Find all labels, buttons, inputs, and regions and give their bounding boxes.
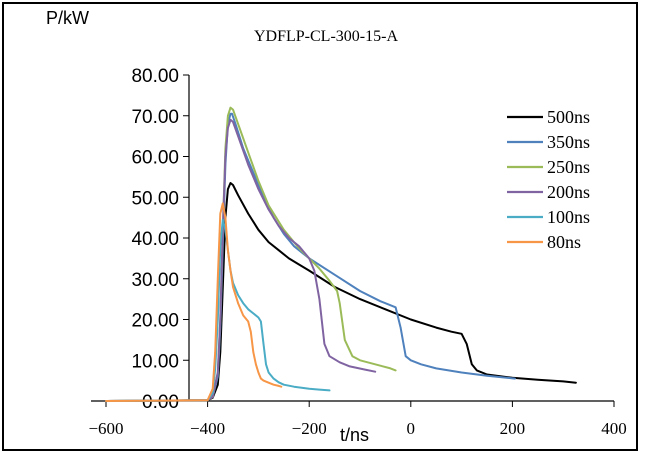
axes: −600 −400 −200 0 200 400 0.00 10.00 20.00 30.00 40… bbox=[88, 66, 626, 438]
x-tick-label: 200 bbox=[500, 419, 526, 438]
legend-label-500ns: 500ns bbox=[547, 107, 590, 127]
legend-label-350ns: 350ns bbox=[547, 132, 590, 152]
y-tick-label: 80.00 bbox=[131, 66, 179, 87]
x-tick-label: 0 bbox=[407, 419, 416, 438]
x-axis-label: t/ns bbox=[340, 425, 369, 445]
x-tick-label: −200 bbox=[292, 419, 327, 438]
y-tick-label: 30.00 bbox=[131, 270, 179, 291]
y-tick-label: 40.00 bbox=[131, 229, 179, 250]
x-tick-label: −600 bbox=[88, 419, 123, 438]
y-tick-label: 60.00 bbox=[131, 148, 179, 169]
x-tick-label: 400 bbox=[601, 419, 627, 438]
legend-label-80ns: 80ns bbox=[547, 232, 581, 252]
y-tick-label: 50.00 bbox=[131, 188, 179, 209]
legend-label-100ns: 100ns bbox=[547, 207, 590, 227]
y-tick-label: 0.00 bbox=[142, 392, 179, 413]
legend: 500ns 350ns 250ns 200ns 100ns 80ns bbox=[507, 107, 590, 252]
y-tick-label: 20.00 bbox=[131, 311, 179, 332]
legend-label-200ns: 200ns bbox=[547, 182, 590, 202]
y-tick-label: 70.00 bbox=[131, 107, 179, 128]
y-tick-label: 10.00 bbox=[131, 351, 179, 372]
chart-title: YDFLP-CL-300-15-A bbox=[254, 28, 398, 45]
x-tick-label: −400 bbox=[190, 419, 225, 438]
legend-label-250ns: 250ns bbox=[547, 157, 590, 177]
y-axis-label: P/kW bbox=[46, 8, 89, 28]
